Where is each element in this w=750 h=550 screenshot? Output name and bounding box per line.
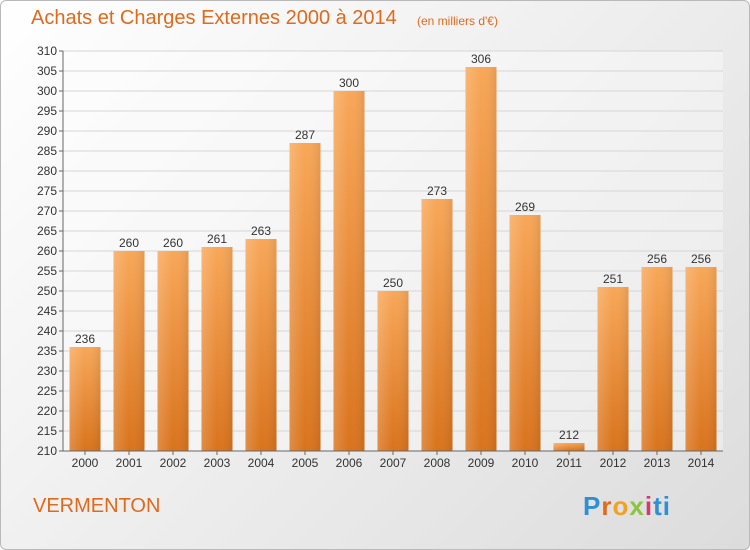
x-tick-label: 2000 (72, 456, 99, 470)
bar-shine (553, 443, 585, 451)
y-axis: 210 215 220 225 230 235 240 245 250 255 260 265 270 2… (37, 44, 723, 458)
y-tick-label: 305 (37, 64, 57, 78)
y-tick-label: 295 (37, 104, 57, 118)
bar-shine (685, 267, 717, 451)
x-tick-label: 2014 (688, 456, 715, 470)
chart-subtitle: (en milliers d'€) (417, 14, 498, 28)
x-tick-label: 2013 (644, 456, 671, 470)
value-label: 212 (559, 428, 579, 442)
value-label: 256 (647, 252, 667, 266)
y-tick-label: 225 (37, 384, 57, 398)
proxiti-logo: Proxiti (583, 491, 671, 521)
value-label: 306 (471, 52, 491, 66)
y-tick-label: 255 (37, 264, 57, 278)
x-tick-label: 2005 (292, 456, 319, 470)
value-labels: 236 260 260 261 263 287 300 250 273 306 269 212 251 2… (75, 52, 711, 442)
value-label: 273 (427, 184, 447, 198)
bar-shine (509, 215, 541, 451)
value-label: 269 (515, 200, 535, 214)
bar-shine (377, 291, 409, 451)
y-tick-label: 265 (37, 224, 57, 238)
bar-shine (245, 239, 277, 451)
bar-shine (201, 247, 233, 451)
y-tick-label: 245 (37, 304, 57, 318)
x-tick-label: 2006 (336, 456, 363, 470)
bar-shine (333, 91, 365, 451)
y-tick-label: 285 (37, 144, 57, 158)
x-tick-label: 2003 (204, 456, 231, 470)
value-label: 236 (75, 332, 95, 346)
x-axis: 2000 2001 2002 2003 2004 2005 2006 2007 2008 2009… (72, 451, 715, 470)
y-tick-label: 300 (37, 84, 57, 98)
bar-shine (641, 267, 673, 451)
y-tick-label: 270 (37, 204, 57, 218)
bars (69, 67, 717, 451)
value-label: 260 (163, 236, 183, 250)
x-tick-label: 2009 (468, 456, 495, 470)
y-tick-label: 250 (37, 284, 57, 298)
x-tick-label: 2008 (424, 456, 451, 470)
bar-shine (157, 251, 189, 451)
y-tick-label: 235 (37, 344, 57, 358)
bar-shine (465, 67, 497, 451)
value-label: 300 (339, 76, 359, 90)
place-name: VERMENTON (33, 495, 161, 517)
y-tick-label: 310 (37, 44, 57, 58)
value-label: 260 (119, 236, 139, 250)
x-tick-label: 2007 (380, 456, 407, 470)
bar-shine (289, 143, 321, 451)
x-tick-label: 2002 (160, 456, 187, 470)
value-label: 287 (295, 128, 315, 142)
value-label: 263 (251, 224, 271, 238)
x-tick-label: 2011 (556, 456, 582, 470)
y-tick-label: 220 (37, 404, 57, 418)
y-tick-label: 290 (37, 124, 57, 138)
x-tick-label: 2004 (248, 456, 275, 470)
y-tick-label: 240 (37, 324, 57, 338)
value-label: 261 (207, 232, 227, 246)
chart-title: Achats et Charges Externes 2000 à 2014 (31, 7, 397, 29)
y-tick-label: 230 (37, 364, 57, 378)
value-label: 250 (383, 276, 403, 290)
x-tick-label: 2010 (512, 456, 539, 470)
bar-shine (597, 287, 629, 451)
y-tick-label: 260 (37, 244, 57, 258)
value-label: 251 (603, 272, 623, 286)
x-tick-label: 2012 (600, 456, 627, 470)
y-tick-label: 280 (37, 164, 57, 178)
value-label: 256 (691, 252, 711, 266)
y-tick-label: 210 (37, 444, 57, 458)
y-tick-label: 275 (37, 184, 57, 198)
bar-shine (113, 251, 145, 451)
bar-shine (69, 347, 101, 451)
bar-shine (421, 199, 453, 451)
y-tick-label: 215 (37, 424, 57, 438)
x-tick-label: 2001 (116, 456, 143, 470)
